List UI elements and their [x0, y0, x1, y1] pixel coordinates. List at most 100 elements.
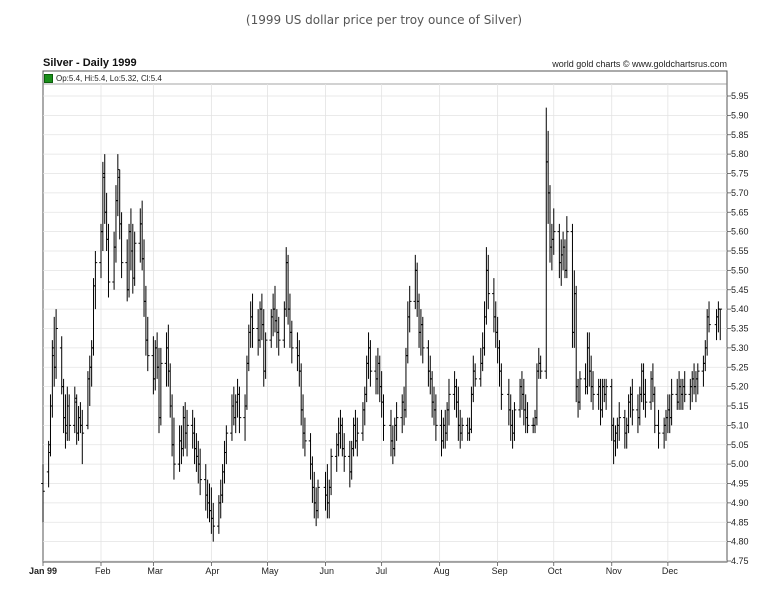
y-tick-label: 5.00 — [731, 459, 749, 469]
ohlc-bar — [119, 212, 124, 279]
ohlc-bar — [623, 409, 627, 449]
ohlc-bar — [297, 340, 302, 387]
ohlc-bar — [394, 402, 399, 441]
ohlc-bar — [310, 456, 315, 503]
ohlc-bar — [190, 409, 195, 449]
ohlc-bar — [284, 247, 289, 317]
ohlc-bar — [688, 378, 693, 410]
ohlc-bar — [576, 378, 580, 418]
ohlc-bar — [493, 301, 498, 348]
ohlc-bar — [323, 471, 328, 511]
ohlc-bar — [334, 433, 339, 472]
y-axis: 5.95 5.90 5.85 5.80 5.75 5.70 5.65 5.60 5.55 5.50… — [727, 91, 749, 566]
ohlc-bar — [276, 316, 281, 356]
ohlc-bar — [520, 371, 524, 410]
ohlc-bar — [101, 161, 105, 251]
ohlc-bar — [282, 301, 287, 348]
ohlc-bar — [67, 394, 71, 441]
ohlc-bar — [196, 440, 201, 484]
y-tick-label: 5.55 — [731, 246, 749, 256]
y-tick-label: 5.65 — [731, 207, 749, 217]
ohlc-bar — [585, 332, 590, 395]
ohlc-bar — [164, 332, 169, 387]
plot-frame — [42, 70, 728, 563]
ohlc-bar — [379, 371, 384, 418]
ohlc-bar — [583, 363, 588, 395]
ohlc-bar — [52, 316, 57, 387]
ohlc-bar — [93, 251, 98, 310]
ohlc-bar — [235, 378, 240, 418]
x-tick-label: Oct — [548, 566, 563, 576]
ohlc-bar — [460, 417, 464, 441]
ohlc-bar — [86, 371, 90, 430]
ohlc-bar — [73, 386, 77, 434]
ohlc-bar — [495, 316, 500, 364]
y-tick-label: 5.30 — [731, 343, 749, 353]
ohlc-bar — [598, 378, 603, 426]
ohlc-bar — [439, 409, 444, 457]
ohlc-bar — [484, 247, 489, 325]
ohlc-bar — [185, 409, 189, 457]
ohlc-bar — [639, 363, 644, 403]
ohlc-bar — [407, 285, 412, 333]
ohlc-bar — [303, 417, 307, 457]
ohlc-bar — [469, 386, 474, 434]
ohlc-bar — [211, 502, 216, 542]
y-tick-label: 5.45 — [731, 285, 749, 295]
ohlc-bar — [681, 378, 685, 410]
ohlc-bar — [602, 378, 607, 403]
ohlc-bar — [705, 309, 709, 356]
ohlc-bar — [518, 378, 522, 418]
ohlc-bar — [117, 169, 122, 240]
ohlc-bar — [499, 363, 504, 410]
ohlc-bar — [609, 378, 614, 441]
ohlc-bar — [129, 208, 133, 271]
ohlc-bar — [441, 417, 446, 449]
ohlc-bar — [138, 208, 143, 263]
ohlc-bar — [538, 355, 543, 379]
ohlc-bar — [41, 464, 45, 523]
ohlc-bar — [714, 309, 719, 341]
ohlc-bar — [263, 332, 268, 379]
ohlc-bar — [707, 301, 711, 333]
ohlc-bar — [144, 285, 148, 356]
ohlc-bar — [512, 402, 517, 441]
ohlc-bar — [166, 324, 171, 387]
ohlc-bar — [550, 223, 554, 271]
x-tick-label: Jan 99 — [29, 566, 57, 576]
ohlc-bar — [589, 355, 593, 403]
ohlc-bar — [340, 417, 345, 457]
y-tick-label: 5.40 — [731, 304, 749, 314]
ohlc-bar — [63, 394, 68, 449]
ohlc-bar — [106, 223, 111, 298]
ohlc-bar — [591, 371, 595, 410]
chart-title: Silver - Daily 1999 — [43, 57, 137, 69]
y-tick-label: 5.25 — [731, 362, 749, 372]
ohlc-bar — [102, 154, 107, 224]
ohlc-bar — [87, 355, 92, 406]
ohlc-bar — [131, 223, 135, 294]
ohlc-bar — [194, 433, 199, 472]
ohlc-bar — [312, 471, 317, 519]
ohlc-bar — [643, 378, 648, 418]
ohlc-bar — [546, 130, 550, 224]
ohlc-bar — [89, 340, 94, 387]
ohlc-bar — [413, 254, 418, 310]
ohlc-bar — [205, 479, 210, 519]
y-tick-label: 5.95 — [731, 91, 749, 101]
ohlc-bar — [471, 355, 476, 403]
ohlc-bar — [353, 409, 358, 449]
y-tick-label: 5.90 — [731, 110, 749, 120]
ohlc-bar — [237, 386, 242, 434]
chart-credit: world gold charts © www.goldchartsrus.co… — [552, 59, 727, 69]
ohlc-bar — [351, 417, 356, 457]
x-tick-label: Sep — [492, 566, 508, 576]
ohlc-bar — [656, 409, 661, 449]
y-tick-label: 5.10 — [731, 420, 749, 430]
y-tick-label: 5.20 — [731, 382, 749, 392]
ohlc-bar — [434, 394, 438, 441]
ohlc-bar — [570, 223, 575, 348]
ohlc-bar — [400, 394, 405, 434]
ohlc-bar — [692, 363, 696, 395]
ohlc-bar — [364, 355, 369, 403]
